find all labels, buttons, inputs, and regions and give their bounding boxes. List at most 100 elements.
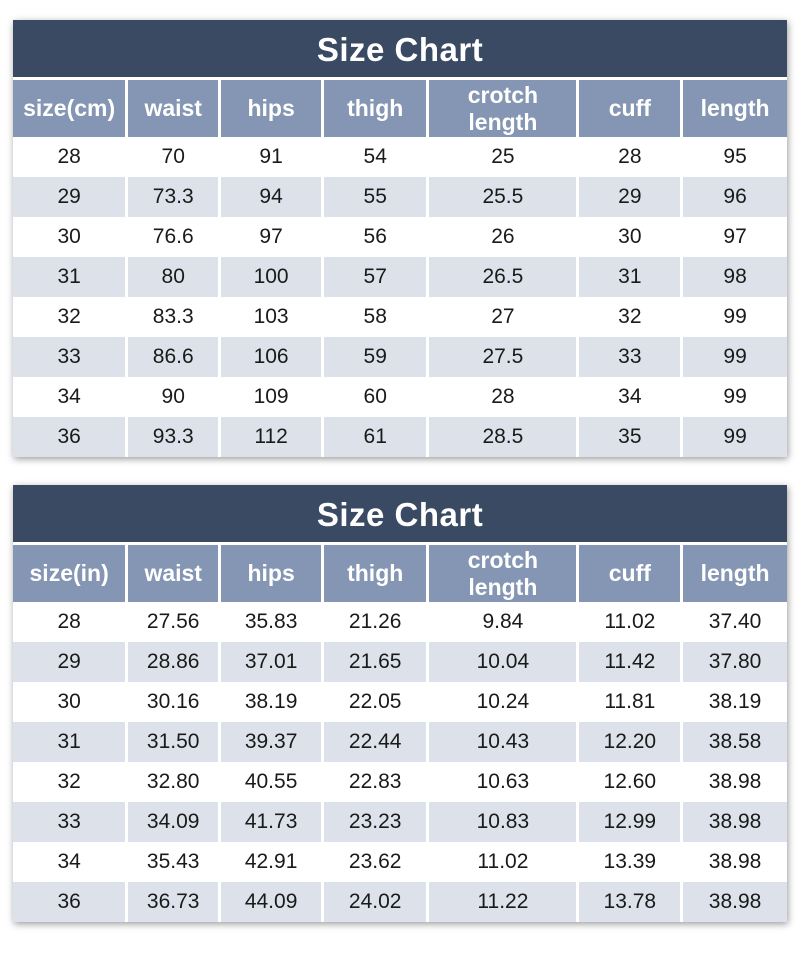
cell: 29 bbox=[577, 177, 684, 217]
cell: 73.3 bbox=[126, 177, 222, 217]
table-row: 36 93.3 112 61 28.5 35 99 bbox=[13, 417, 787, 457]
cell: 24.02 bbox=[322, 882, 430, 922]
cell: 32 bbox=[13, 762, 129, 802]
cell: 11.02 bbox=[427, 842, 580, 882]
cell: 23.23 bbox=[322, 802, 430, 842]
cell: 44.09 bbox=[219, 882, 325, 922]
size-chart-cm-title: Size Chart bbox=[13, 20, 787, 80]
cell: 13.39 bbox=[577, 842, 684, 882]
cell: 26 bbox=[427, 217, 580, 257]
cell: 30 bbox=[13, 217, 129, 257]
cell: 31.50 bbox=[126, 722, 222, 762]
column-header-waist: waist bbox=[126, 80, 222, 137]
column-header-thigh: thigh bbox=[322, 545, 430, 602]
cell: 28 bbox=[577, 137, 684, 177]
table-row: 33 86.6 106 59 27.5 33 99 bbox=[13, 337, 787, 377]
table-row: 29 28.86 37.01 21.65 10.04 11.42 37.80 bbox=[13, 642, 787, 682]
size-chart-in-body: 28 27.56 35.83 21.26 9.84 11.02 37.40 29 28.86 37… bbox=[13, 602, 787, 922]
table-row: 32 83.3 103 58 27 32 99 bbox=[13, 297, 787, 337]
cell: 41.73 bbox=[219, 802, 325, 842]
cell: 10.43 bbox=[427, 722, 580, 762]
cell: 42.91 bbox=[219, 842, 325, 882]
cell: 30 bbox=[577, 217, 684, 257]
table-row: 31 31.50 39.37 22.44 10.43 12.20 38.58 bbox=[13, 722, 787, 762]
cell: 11.22 bbox=[427, 882, 580, 922]
cell: 31 bbox=[13, 722, 129, 762]
table-row: 34 90 109 60 28 34 99 bbox=[13, 377, 787, 417]
cell: 28 bbox=[427, 377, 580, 417]
cell: 57 bbox=[322, 257, 430, 297]
cell: 99 bbox=[681, 297, 787, 337]
cell: 100 bbox=[219, 257, 325, 297]
cell: 22.44 bbox=[322, 722, 430, 762]
table-row: 30 76.6 97 56 26 30 97 bbox=[13, 217, 787, 257]
cell: 29 bbox=[13, 642, 129, 682]
cell: 61 bbox=[322, 417, 430, 457]
size-chart-in: Size Chart size(in) waist hips thigh crotch … bbox=[13, 485, 787, 922]
cell: 25 bbox=[427, 137, 580, 177]
cell: 31 bbox=[577, 257, 684, 297]
cell: 27.5 bbox=[427, 337, 580, 377]
cell: 30 bbox=[13, 682, 129, 722]
cell: 97 bbox=[681, 217, 787, 257]
column-header-crotch-length: crotch length bbox=[427, 80, 580, 137]
cell: 22.83 bbox=[322, 762, 430, 802]
column-header-thigh: thigh bbox=[322, 80, 430, 137]
cell: 12.20 bbox=[577, 722, 684, 762]
cell: 86.6 bbox=[126, 337, 222, 377]
cell: 91 bbox=[219, 137, 325, 177]
cell: 76.6 bbox=[126, 217, 222, 257]
cell: 80 bbox=[126, 257, 222, 297]
cell: 27.56 bbox=[126, 602, 222, 642]
cell: 95 bbox=[681, 137, 787, 177]
cell: 109 bbox=[219, 377, 325, 417]
cell: 26.5 bbox=[427, 257, 580, 297]
cell: 94 bbox=[219, 177, 325, 217]
cell: 23.62 bbox=[322, 842, 430, 882]
table-row: 31 80 100 57 26.5 31 98 bbox=[13, 257, 787, 297]
cell: 96 bbox=[681, 177, 787, 217]
cell: 38.98 bbox=[681, 882, 787, 922]
table-row: 32 32.80 40.55 22.83 10.63 12.60 38.98 bbox=[13, 762, 787, 802]
cell: 54 bbox=[322, 137, 430, 177]
cell: 38.98 bbox=[681, 842, 787, 882]
cell: 34 bbox=[577, 377, 684, 417]
cell: 35 bbox=[577, 417, 684, 457]
cell: 29 bbox=[13, 177, 129, 217]
cell: 37.40 bbox=[681, 602, 787, 642]
column-header-hips: hips bbox=[219, 80, 325, 137]
cell: 21.26 bbox=[322, 602, 430, 642]
cell: 70 bbox=[126, 137, 222, 177]
cell: 12.60 bbox=[577, 762, 684, 802]
size-chart-cm-table: size(cm) waist hips thigh crotch length cuff l… bbox=[13, 80, 787, 457]
cell: 33 bbox=[13, 337, 129, 377]
column-header-length: length bbox=[681, 545, 787, 602]
column-header-hips: hips bbox=[219, 545, 325, 602]
cell: 35.43 bbox=[126, 842, 222, 882]
cell: 32.80 bbox=[126, 762, 222, 802]
cell: 34 bbox=[13, 842, 129, 882]
column-header-cuff: cuff bbox=[577, 545, 684, 602]
cell: 28 bbox=[13, 137, 129, 177]
cell: 22.05 bbox=[322, 682, 430, 722]
cell: 99 bbox=[681, 377, 787, 417]
cell: 36.73 bbox=[126, 882, 222, 922]
header-row: size(cm) waist hips thigh crotch length cuff l… bbox=[13, 80, 787, 137]
cell: 10.24 bbox=[427, 682, 580, 722]
cell: 90 bbox=[126, 377, 222, 417]
cell: 30.16 bbox=[126, 682, 222, 722]
size-chart-cm: Size Chart size(cm) waist hips thigh crotch … bbox=[13, 20, 787, 457]
column-header-waist: waist bbox=[126, 545, 222, 602]
cell: 13.78 bbox=[577, 882, 684, 922]
table-row: 28 27.56 35.83 21.26 9.84 11.02 37.40 bbox=[13, 602, 787, 642]
cell: 10.83 bbox=[427, 802, 580, 842]
size-chart-cm-header: size(cm) waist hips thigh crotch length cuff l… bbox=[13, 80, 787, 137]
cell: 33 bbox=[13, 802, 129, 842]
cell: 59 bbox=[322, 337, 430, 377]
size-chart-in-title: Size Chart bbox=[13, 485, 787, 545]
cell: 12.99 bbox=[577, 802, 684, 842]
cell: 28 bbox=[13, 602, 129, 642]
size-chart-page: Size Chart size(cm) waist hips thigh crotch … bbox=[13, 20, 787, 922]
cell: 11.42 bbox=[577, 642, 684, 682]
cell: 103 bbox=[219, 297, 325, 337]
